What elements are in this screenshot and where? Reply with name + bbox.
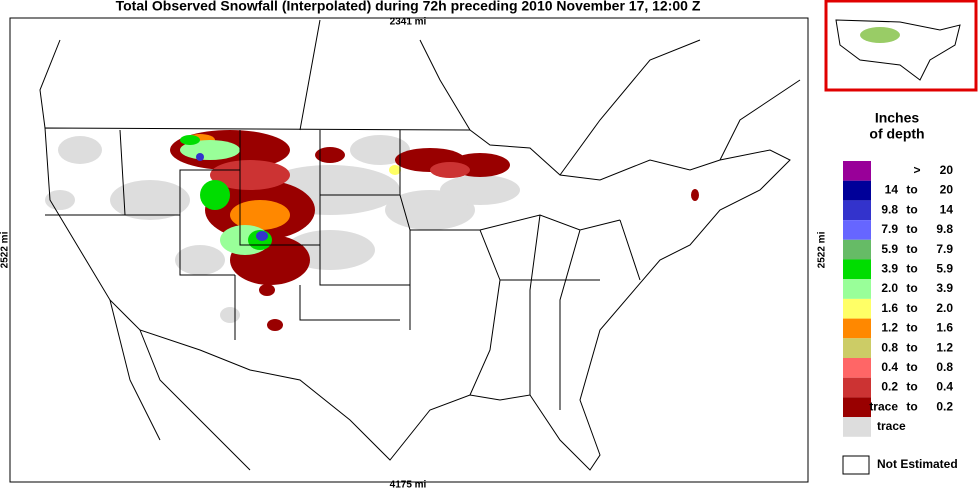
right-distance: 2522 mi	[817, 231, 828, 268]
legend-sep: to	[906, 340, 917, 354]
legend-sep: to	[906, 399, 917, 413]
not-estimated-label: Not Estimated	[877, 457, 958, 471]
inset-map	[824, 0, 978, 92]
bottom-distance: 4175 mi	[390, 480, 427, 489]
inset-outline	[835, 19, 961, 81]
legend: >20 14 to 20 9.8 to 14 7.9 to 9.8 5.9 to 7.9 3.9 to 5.9…	[843, 161, 953, 437]
legend-low: 14	[885, 183, 899, 197]
legend-high: 0.4	[936, 380, 953, 394]
legend-low: 0.2	[881, 380, 898, 394]
legend-swatch	[843, 298, 871, 319]
inset-snow	[860, 27, 900, 43]
legend-sep: to	[906, 262, 917, 276]
legend-swatch	[843, 377, 871, 398]
legend-sep: to	[906, 321, 917, 335]
legend-sep: to	[906, 301, 917, 315]
legend-high: 1.6	[936, 321, 953, 335]
legend-title: of depth	[869, 126, 924, 142]
map-outlines	[39, 19, 801, 471]
legend-swatch	[843, 397, 871, 418]
legend-swatch	[843, 239, 871, 260]
legend-high: 7.9	[936, 242, 953, 256]
legend-swatch	[843, 417, 871, 437]
legend-swatch	[843, 318, 871, 339]
legend-sep: to	[906, 242, 917, 256]
legend-low: 0.8	[881, 340, 898, 354]
map-frame	[9, 17, 809, 483]
legend-sep: to	[906, 202, 917, 216]
legend-sep: to	[906, 222, 917, 236]
legend-low: 1.6	[881, 301, 898, 315]
legend-high: 0.8	[936, 360, 953, 374]
legend-high: 5.9	[936, 262, 953, 276]
legend-low: trace	[869, 399, 898, 413]
legend-high: 3.9	[936, 281, 953, 295]
legend-sep: to	[906, 360, 917, 374]
legend-low: 0.4	[881, 360, 898, 374]
legend-low: 5.9	[881, 242, 898, 256]
legend-high: 1.2	[936, 340, 953, 354]
top-distance: 2341 mi	[390, 17, 427, 28]
legend-low: trace	[877, 419, 906, 433]
legend-high: 14	[940, 202, 954, 216]
legend-swatch	[843, 161, 871, 181]
legend-title: Inches	[875, 110, 920, 126]
title: Total Observed Snowfall (Interpolated) d…	[116, 0, 701, 14]
legend-sep: to	[906, 183, 917, 197]
snow-areas	[45, 130, 699, 331]
legend-high: 9.8	[936, 222, 953, 236]
legend-swatch	[843, 338, 871, 358]
legend-high: 20	[940, 183, 954, 197]
legend-swatch	[843, 259, 871, 280]
legend-high: 20	[940, 163, 954, 177]
legend-swatch	[843, 200, 871, 221]
legend-low: 9.8	[881, 202, 898, 216]
legend-low: 2.0	[881, 281, 898, 295]
legend-high: 0.2	[936, 399, 953, 413]
legend-swatch	[843, 279, 871, 299]
legend-low: 3.9	[881, 262, 898, 276]
legend-swatch	[843, 220, 871, 240]
legend-sep: >	[913, 163, 920, 177]
legend-swatch	[843, 180, 871, 201]
left-distance: 2522 mi	[0, 231, 11, 268]
legend-low: 7.9	[881, 222, 898, 236]
legend-swatch	[843, 358, 871, 378]
legend-high: 2.0	[936, 301, 953, 315]
not-estimated-swatch	[842, 455, 870, 475]
legend-sep: to	[906, 380, 917, 394]
legend-sep: to	[906, 281, 917, 295]
legend-low: 1.2	[881, 321, 898, 335]
